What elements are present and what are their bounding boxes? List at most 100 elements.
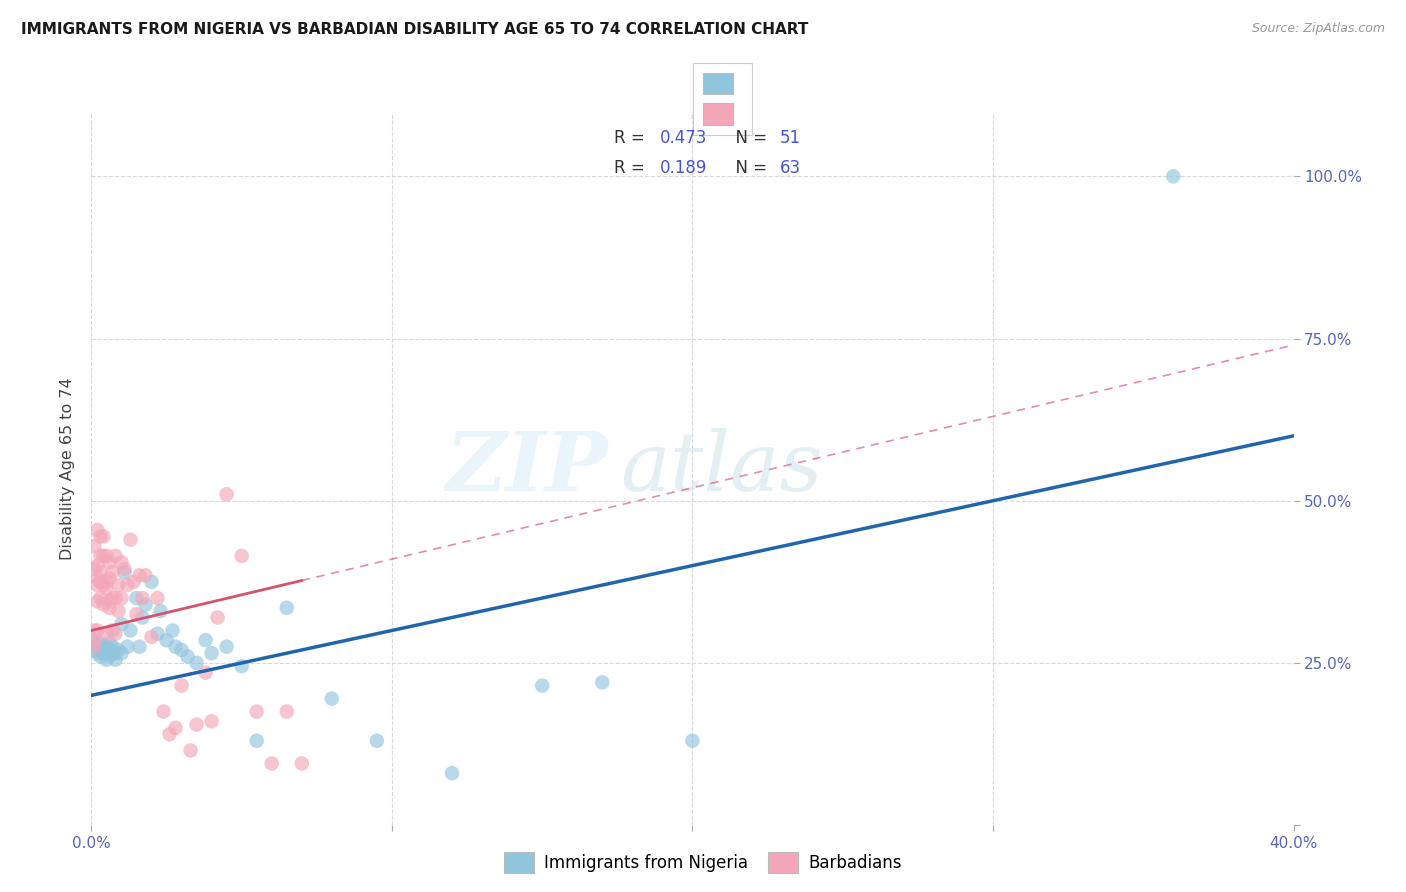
Point bbox=[681, 733, 703, 747]
Legend: , : , bbox=[693, 62, 752, 135]
Point bbox=[170, 679, 193, 693]
Point bbox=[93, 646, 115, 660]
Point bbox=[591, 675, 613, 690]
Point bbox=[134, 568, 156, 582]
Point bbox=[201, 714, 224, 729]
Point bbox=[89, 565, 111, 579]
Point bbox=[152, 705, 174, 719]
Point bbox=[93, 640, 115, 654]
Point bbox=[96, 574, 118, 589]
Point bbox=[170, 643, 193, 657]
Point bbox=[98, 636, 121, 650]
Point bbox=[98, 572, 121, 586]
Point bbox=[128, 640, 150, 654]
Point bbox=[86, 646, 108, 660]
Point bbox=[89, 643, 111, 657]
Point bbox=[321, 691, 343, 706]
Point bbox=[89, 636, 111, 650]
Point bbox=[98, 643, 121, 657]
Point bbox=[128, 568, 150, 582]
Point bbox=[146, 626, 169, 640]
Point bbox=[96, 626, 118, 640]
Point bbox=[101, 640, 124, 654]
Point bbox=[86, 558, 108, 573]
Point bbox=[86, 624, 108, 638]
Point bbox=[96, 640, 118, 654]
Point bbox=[194, 633, 217, 648]
Point bbox=[107, 643, 129, 657]
Point bbox=[86, 640, 108, 654]
Point bbox=[107, 604, 129, 618]
Point bbox=[207, 610, 229, 624]
Point bbox=[83, 636, 105, 650]
Point bbox=[93, 549, 115, 563]
Text: IMMIGRANTS FROM NIGERIA VS BARBADIAN DISABILITY AGE 65 TO 74 CORRELATION CHART: IMMIGRANTS FROM NIGERIA VS BARBADIAN DIS… bbox=[21, 22, 808, 37]
Point bbox=[176, 649, 198, 664]
Point bbox=[89, 574, 111, 589]
Point bbox=[83, 624, 105, 638]
Text: 51: 51 bbox=[780, 129, 801, 147]
Point bbox=[146, 591, 169, 605]
Point bbox=[89, 649, 111, 664]
Text: Source: ZipAtlas.com: Source: ZipAtlas.com bbox=[1251, 22, 1385, 36]
Point bbox=[104, 646, 127, 660]
Point bbox=[86, 572, 108, 586]
Point bbox=[114, 565, 136, 579]
Point bbox=[89, 549, 111, 563]
Point bbox=[120, 624, 142, 638]
Point bbox=[141, 630, 163, 644]
Point bbox=[114, 562, 136, 576]
Point bbox=[98, 600, 121, 615]
Point bbox=[131, 610, 153, 624]
Point bbox=[98, 555, 121, 569]
Point bbox=[96, 653, 118, 667]
Point bbox=[101, 646, 124, 660]
Point bbox=[141, 574, 163, 589]
Point bbox=[366, 733, 388, 747]
Point bbox=[101, 565, 124, 579]
Point bbox=[125, 591, 148, 605]
Point bbox=[125, 607, 148, 622]
Text: R =: R = bbox=[614, 159, 651, 177]
Point bbox=[96, 582, 118, 596]
Point bbox=[165, 721, 187, 735]
Point bbox=[440, 766, 463, 780]
Point bbox=[531, 679, 554, 693]
Point bbox=[159, 727, 181, 741]
Point bbox=[110, 617, 132, 632]
Point bbox=[276, 600, 298, 615]
Point bbox=[194, 665, 217, 680]
Point bbox=[215, 487, 238, 501]
Point bbox=[98, 594, 121, 608]
Point bbox=[155, 633, 177, 648]
Point bbox=[83, 640, 105, 654]
Point bbox=[291, 756, 314, 771]
Text: atlas: atlas bbox=[620, 428, 823, 508]
Point bbox=[110, 555, 132, 569]
Point bbox=[86, 578, 108, 592]
Y-axis label: Disability Age 65 to 74: Disability Age 65 to 74 bbox=[60, 377, 76, 559]
Point bbox=[117, 578, 139, 592]
Point bbox=[86, 594, 108, 608]
Point bbox=[131, 591, 153, 605]
Point bbox=[260, 756, 283, 771]
Point bbox=[215, 640, 238, 654]
Point bbox=[110, 646, 132, 660]
Point bbox=[83, 539, 105, 553]
Point bbox=[101, 591, 124, 605]
Text: 0.473: 0.473 bbox=[659, 129, 707, 147]
Point bbox=[104, 549, 127, 563]
Point bbox=[162, 624, 184, 638]
Point bbox=[83, 643, 105, 657]
Point bbox=[83, 633, 105, 648]
Point bbox=[180, 743, 202, 757]
Point bbox=[246, 705, 269, 719]
Point bbox=[96, 646, 118, 660]
Point bbox=[201, 646, 224, 660]
Text: R =: R = bbox=[614, 129, 651, 147]
Point bbox=[104, 626, 127, 640]
Point bbox=[93, 529, 115, 543]
Point bbox=[1161, 169, 1184, 184]
Point bbox=[93, 578, 115, 592]
Point bbox=[89, 529, 111, 543]
